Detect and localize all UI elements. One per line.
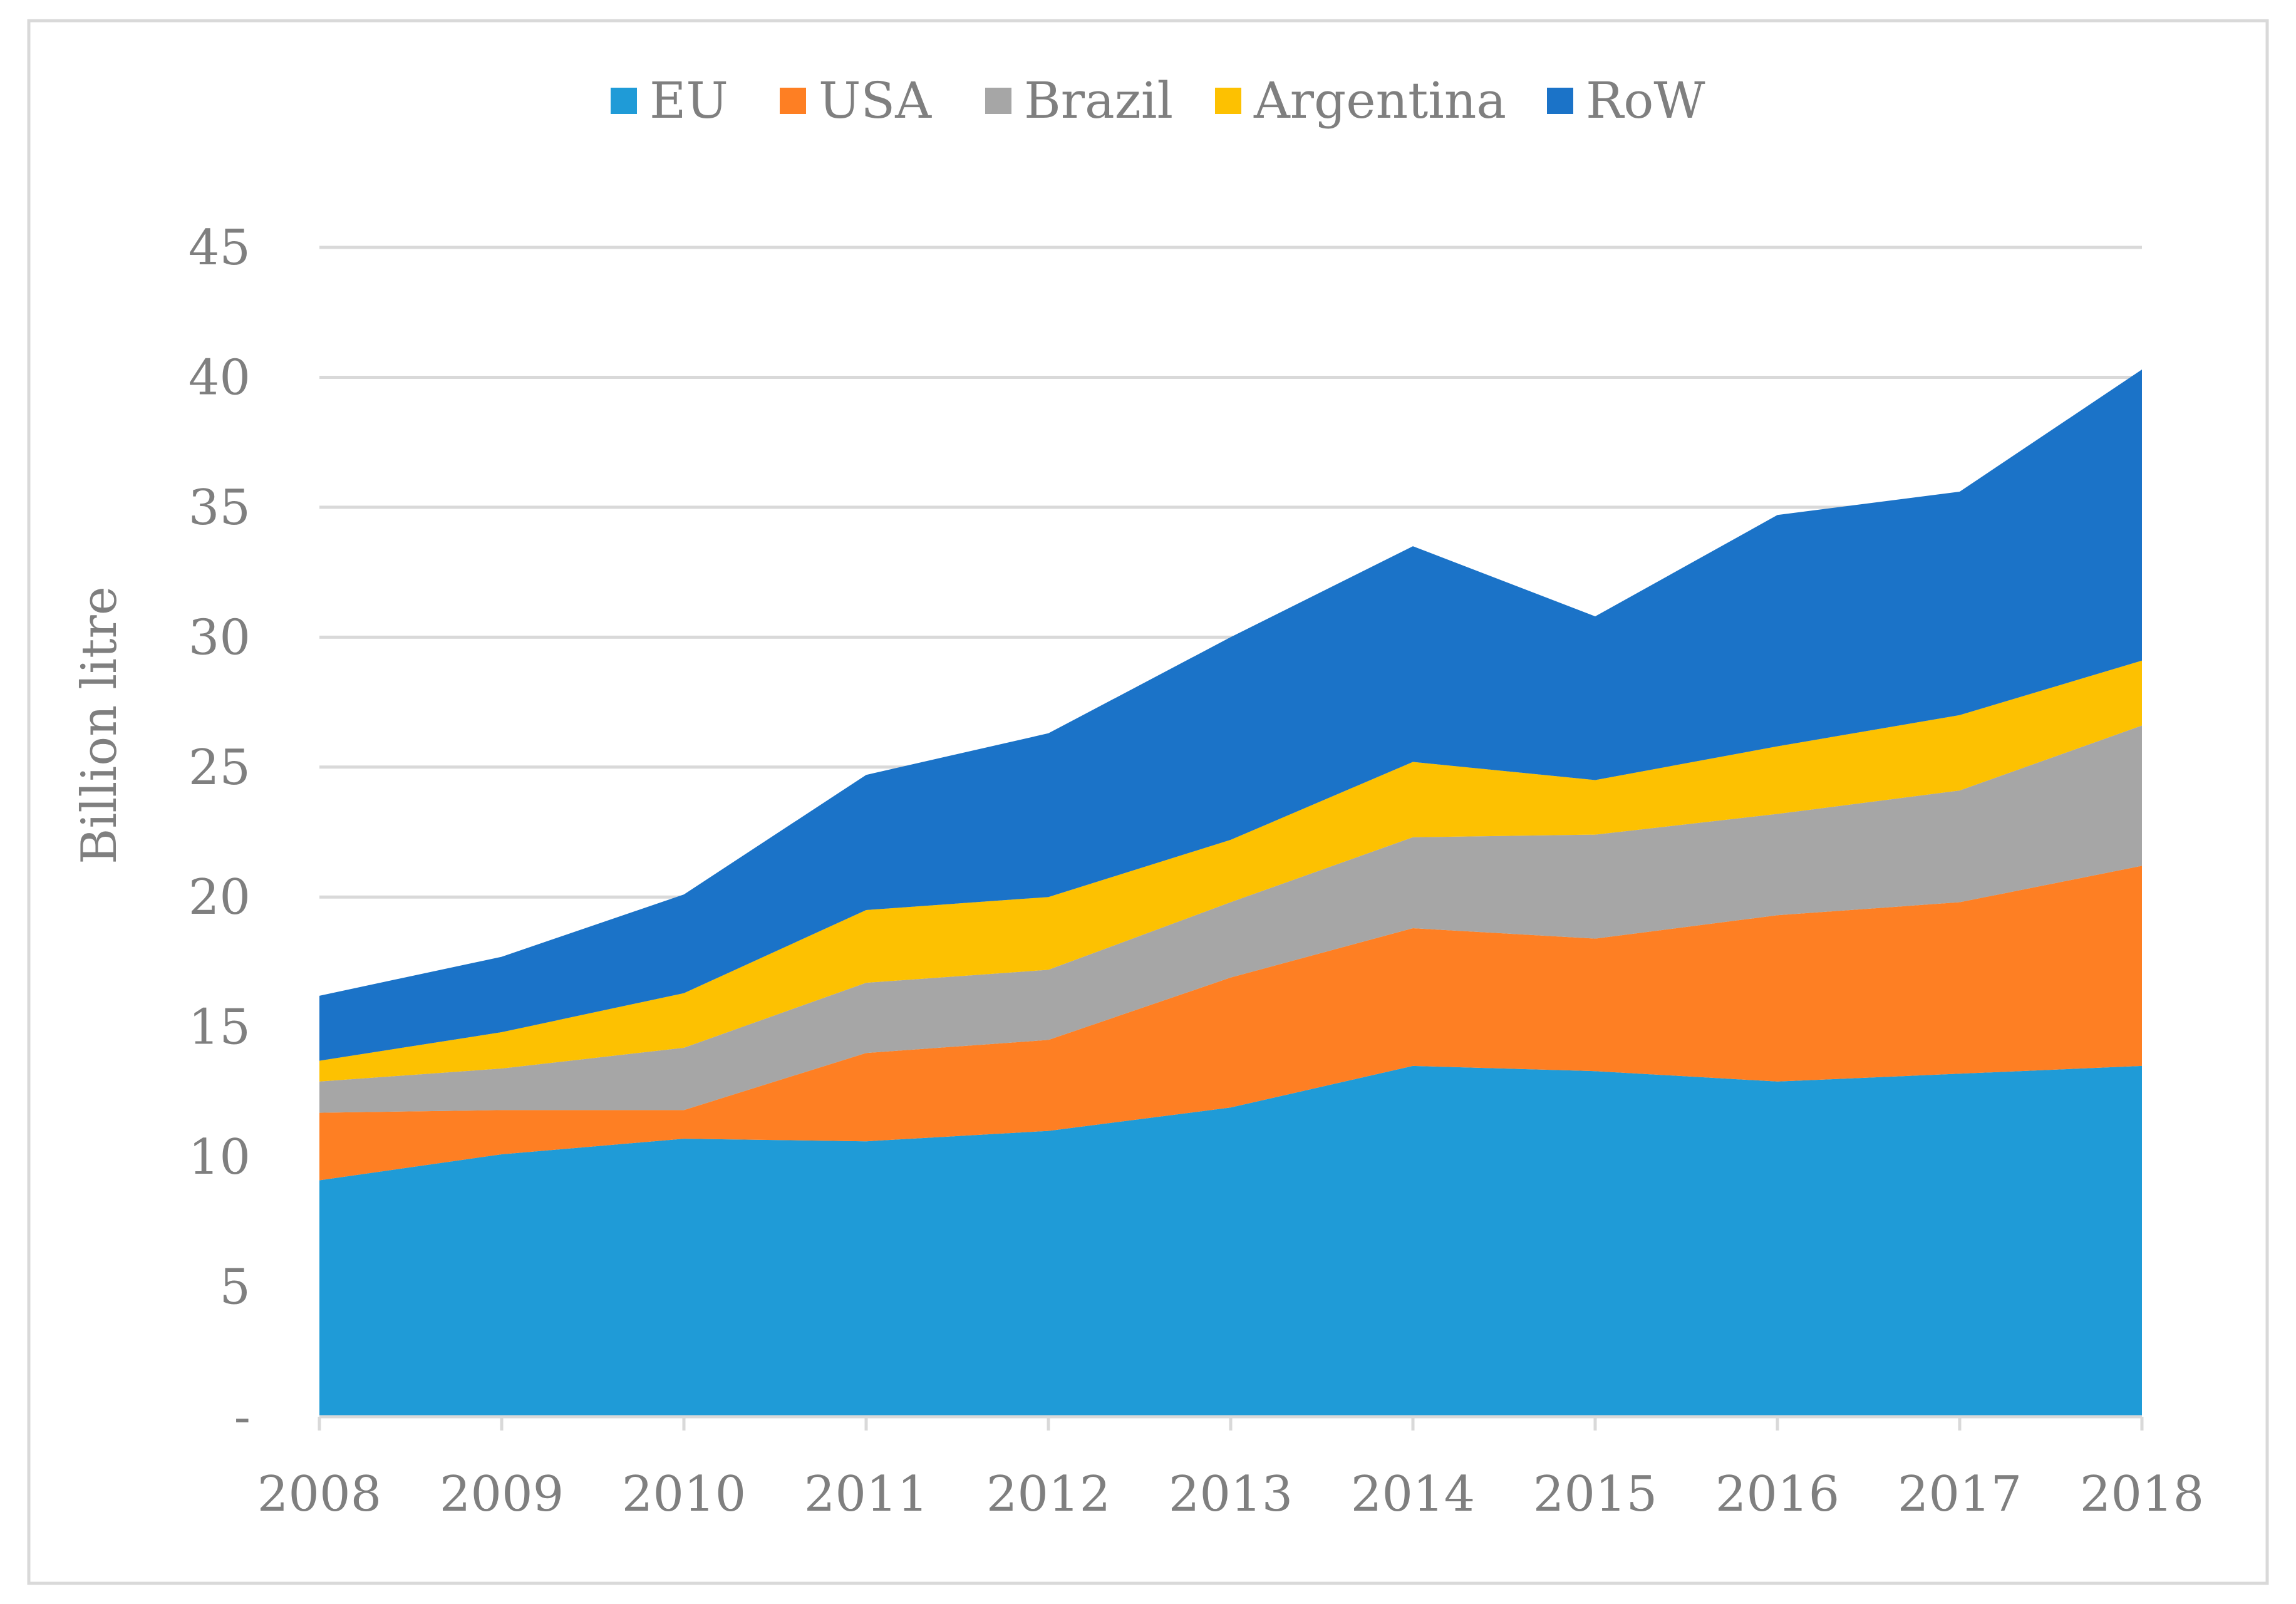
y-axis-title: Billion litre [71,586,128,864]
area-series-brazil [319,725,2142,1113]
legend-label-eu: EU [649,71,728,130]
area-series-usa [319,866,2142,1181]
x-tick-label: 2016 [1715,1466,1840,1523]
y-axis-labels: - 5 10 15 20 25 30 35 40 45 [189,220,251,1446]
legend-swatch-usa [780,88,806,114]
y-tick-label: 35 [189,480,251,536]
x-tick-label: 2008 [257,1466,382,1523]
legend-label-usa: USA [819,71,932,130]
x-tick-label: 2011 [804,1466,929,1523]
x-tick-label: 2013 [1169,1466,1293,1523]
x-tick-label: 2009 [440,1466,564,1523]
legend-label-row: RoW [1586,71,1705,130]
y-tick-label: 30 [189,609,251,666]
y-tick-label: 20 [189,869,251,926]
legend-swatch-row [1547,88,1573,114]
legend-swatch-argentina [1215,88,1241,114]
legend-swatch-brazil [985,88,1011,114]
x-tick-label: 2015 [1533,1466,1658,1523]
y-tick-label: - [234,1389,251,1446]
area-series-row [319,370,2142,1061]
y-tick-label: 5 [219,1260,251,1316]
x-tick-label: 2014 [1351,1466,1476,1523]
y-tick-label: 10 [189,1129,251,1186]
x-tick-label: 2018 [2080,1466,2205,1523]
y-tick-label: 45 [189,220,251,276]
area-series-eu [319,1065,2142,1417]
plot-areas [319,370,2142,1417]
legend: EU USA Brazil Argentina RoW [611,71,1705,130]
y-tick-label: 15 [189,1000,251,1056]
y-tick-label: 25 [189,740,251,796]
area-series-argentina [319,660,2142,1082]
x-tick-label: 2010 [622,1466,747,1523]
legend-label-brazil: Brazil [1024,71,1173,130]
x-tick-label: 2017 [1898,1466,2022,1523]
x-axis: 2008 2009 2010 2011 2012 2013 2014 2015 2016 2017… [257,1415,2205,1523]
legend-label-argentina: Argentina [1253,71,1506,130]
legend-swatch-eu [611,88,637,114]
x-tick-label: 2012 [986,1466,1111,1523]
y-tick-label: 40 [189,349,251,406]
